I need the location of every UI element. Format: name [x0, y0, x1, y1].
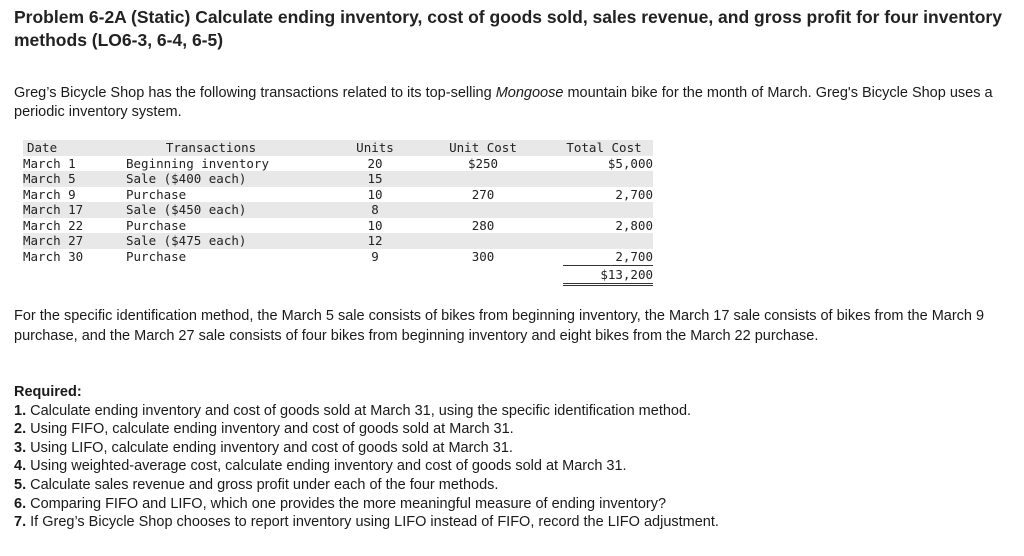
required-item-number: 3. [14, 439, 27, 456]
required-item: 2. Using FIFO, calculate ending inventor… [14, 420, 1004, 439]
row-date: March 5 [23, 171, 76, 186]
row-units: 20 [367, 155, 383, 171]
required-item-text: Comparing FIFO and LIFO, which one provi… [26, 495, 667, 512]
row-total-cost: $5,000 [607, 155, 653, 171]
row-date: March 17 [23, 202, 84, 217]
intro-paragraph: Greg’s Bicycle Shop has the following tr… [14, 84, 1004, 122]
required-item: 5. Calculate sales revenue and gross pro… [14, 476, 1004, 495]
table-row: March 22 Purchase 10 280 2,800 [23, 218, 653, 234]
row-units: 10 [367, 217, 383, 233]
transactions-table: Date Transactions Units Unit Cost Total … [23, 140, 653, 286]
required-item-number: 6. [14, 495, 27, 512]
row-units: 15 [367, 171, 383, 186]
required-item: 4. Using weighted-average cost, calculat… [14, 457, 1004, 476]
specific-identification-paragraph: For the specific identification method, … [14, 308, 985, 344]
required-heading: Required: [14, 384, 82, 400]
required-item: 1. Calculate ending inventory and cost o… [14, 402, 1004, 421]
row-date: March 22 [23, 217, 84, 233]
row-date: March 1 [23, 155, 76, 171]
header-date: Date [27, 140, 58, 155]
required-item-text: Using FIFO, calculate ending inventory a… [26, 421, 514, 438]
header-unit-cost: Unit Cost [449, 140, 517, 155]
row-transaction: Sale ($475 each) [126, 233, 247, 248]
header-units: Units [356, 140, 394, 155]
total-cost-value: $13,200 [600, 267, 653, 282]
row-units: 9 [371, 248, 379, 264]
required-item-text: Calculate sales revenue and gross profit… [26, 476, 499, 493]
total-double-underline [563, 283, 653, 286]
required-item-text: Using LIFO, calculate ending inventory a… [26, 439, 513, 456]
intro-italic-brand: Mongoose [495, 85, 564, 101]
row-total-cost: 2,700 [615, 248, 653, 264]
table-header-row: Date Transactions Units Unit Cost Total … [23, 140, 653, 156]
required-item-number: 1. [14, 402, 27, 419]
required-item-number: 7. [14, 514, 27, 531]
table-total-row: $13,200 [23, 264, 653, 286]
required-item-number: 5. [14, 476, 27, 493]
table-row: March 9 Purchase 10 270 2,700 [23, 187, 653, 203]
table-row: March 1 Beginning inventory 20 $250 $5,0… [23, 156, 653, 172]
table-row: March 27 Sale ($475 each) 12 [23, 233, 653, 249]
row-total-cost: 2,700 [615, 186, 653, 202]
required-item-text: Calculate ending inventory and cost of g… [26, 402, 692, 419]
intro-text-before: Greg’s Bicycle Shop has the following tr… [14, 85, 496, 101]
required-item-text: If Greg’s Bicycle Shop chooses to report… [26, 514, 719, 531]
required-item-number: 4. [14, 458, 27, 475]
required-item: 3. Using LIFO, calculate ending inventor… [14, 439, 1004, 458]
row-transaction: Sale ($450 each) [126, 202, 247, 217]
row-transaction: Purchase [126, 217, 187, 233]
row-transaction: Purchase [126, 248, 187, 264]
row-units: 8 [371, 202, 379, 217]
row-unit-cost: 280 [471, 217, 495, 233]
row-unit-cost: 270 [471, 186, 495, 202]
required-item: 6. Comparing FIFO and LIFO, which one pr… [14, 495, 1004, 514]
table-row: March 30 Purchase 9 300 2,700 [23, 249, 653, 265]
required-item-text: Using weighted-average cost, calculate e… [26, 458, 627, 475]
row-date: March 30 [23, 248, 84, 264]
row-transaction: Purchase [126, 186, 187, 202]
required-item: 7. If Greg’s Bicycle Shop chooses to rep… [14, 513, 1004, 532]
row-units: 10 [367, 186, 383, 202]
row-unit-cost: $250 [467, 155, 499, 171]
row-unit-cost: 300 [471, 248, 495, 264]
header-total-cost: Total Cost [566, 140, 642, 155]
row-transaction: Beginning inventory [126, 155, 269, 171]
problem-title: Problem 6-2A (Static) Calculate ending i… [14, 7, 1002, 50]
row-date: March 27 [23, 233, 84, 248]
row-transaction: Sale ($400 each) [126, 171, 247, 186]
row-units: 12 [367, 233, 383, 248]
header-transactions: Transactions [165, 140, 257, 155]
required-section: Required: 1. Calculate ending inventory … [14, 383, 1004, 532]
required-item-number: 2. [14, 421, 27, 438]
total-underline [563, 265, 653, 266]
row-date: March 9 [23, 186, 76, 202]
table-row: March 5 Sale ($400 each) 15 [23, 171, 653, 187]
row-total-cost: 2,800 [615, 217, 653, 233]
table-row: March 17 Sale ($450 each) 8 [23, 202, 653, 218]
intro-text-after: mountain bike for the month of March. Gr… [14, 85, 993, 120]
